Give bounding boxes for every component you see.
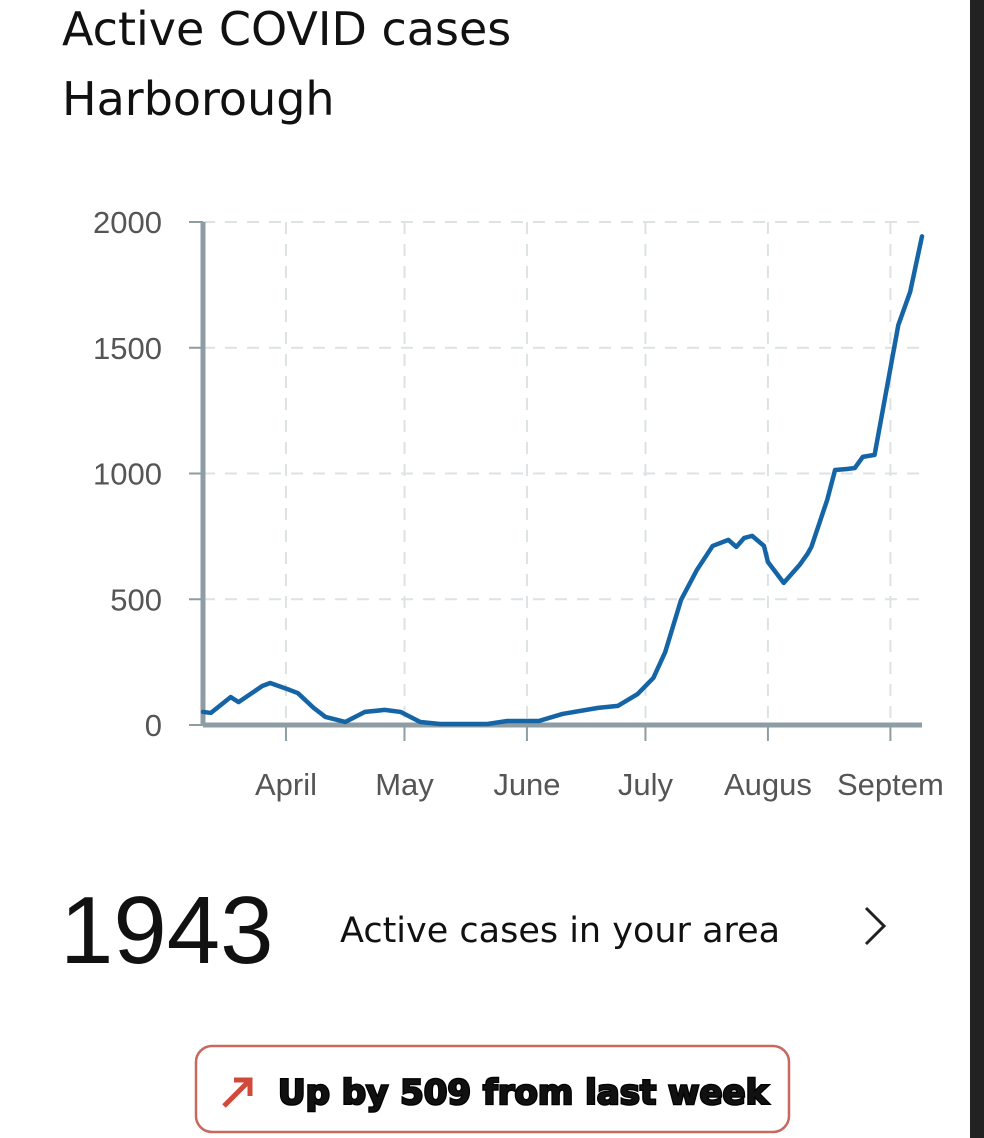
chevron[interactable] [864, 906, 887, 946]
x-tick-label: April [255, 767, 317, 802]
x-tick-label: June [493, 767, 560, 802]
y-tick-label: 0 [145, 708, 162, 743]
summary-value: 1943 [60, 877, 274, 984]
x-tick-label: May [375, 767, 434, 802]
arrow-icon [222, 1077, 253, 1108]
y-tick-label: 500 [110, 582, 162, 617]
y-tick-label: 1500 [93, 331, 162, 366]
y-tick-label: 2000 [93, 205, 162, 240]
y-tick-label: 1000 [93, 457, 162, 492]
plot: 0 500 1000 1500 2000 April May June July Augus Sep… [93, 205, 944, 802]
x-tick-label: Augus [724, 767, 812, 802]
badge [194, 1044, 791, 1134]
title: Active COVID cases [62, 2, 511, 56]
line [200, 234, 925, 727]
edge [970, 0, 984, 1138]
badge-text: Up by 509 from last week [278, 1073, 770, 1113]
summary-label: Active cases in your area [340, 911, 780, 951]
x-tick-label: July [618, 767, 674, 802]
x-tick-label: Septem [837, 767, 944, 802]
subtitle: Harborough [62, 72, 335, 126]
